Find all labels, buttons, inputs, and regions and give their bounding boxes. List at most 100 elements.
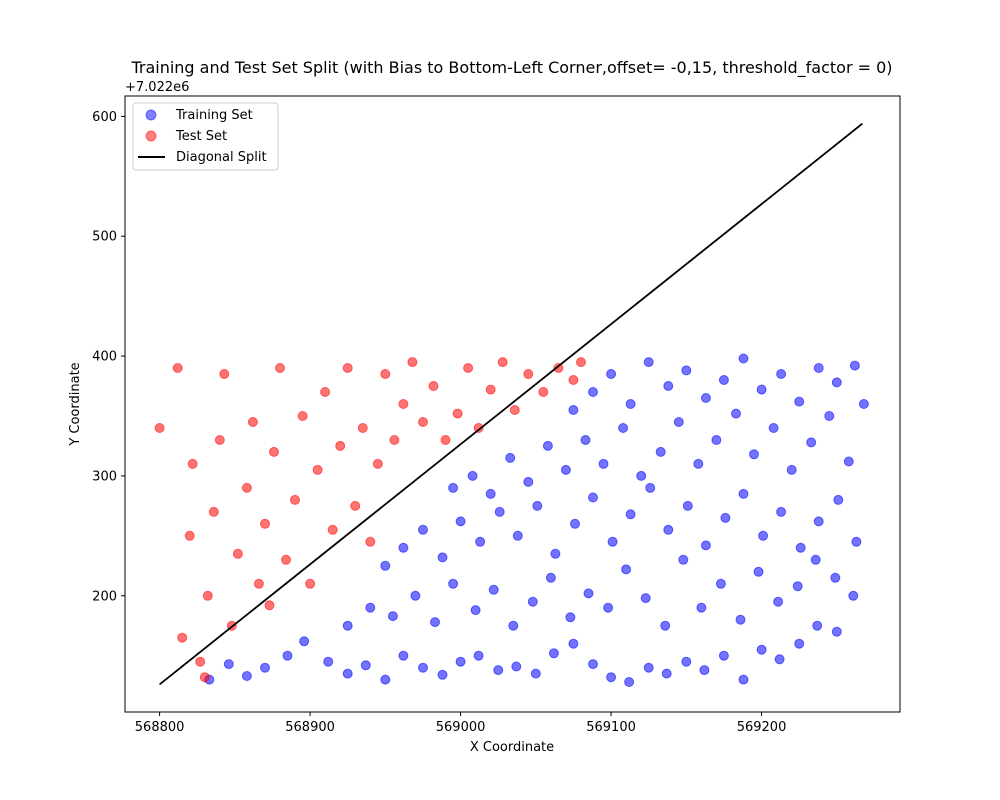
- training-point: [625, 509, 636, 520]
- training-point: [282, 650, 293, 661]
- training-point: [830, 572, 841, 583]
- training-point: [523, 476, 534, 487]
- training-point: [833, 494, 844, 505]
- training-point: [636, 470, 647, 481]
- training-point: [792, 581, 803, 592]
- training-point: [753, 566, 764, 577]
- training-point: [794, 396, 805, 407]
- training-point: [365, 602, 376, 613]
- x-tick-label: 568900: [285, 720, 335, 735]
- training-point: [527, 596, 538, 607]
- training-point: [550, 548, 561, 559]
- training-point: [776, 506, 787, 517]
- plot-area: [124, 95, 901, 713]
- y-axis-offset-text: +7.022e6: [125, 80, 189, 95]
- training-point: [342, 668, 353, 679]
- training-point: [241, 671, 252, 681]
- test-point: [232, 548, 243, 559]
- training-point: [568, 405, 579, 415]
- training-point: [618, 423, 629, 433]
- training-point: [831, 626, 842, 637]
- y-tick-label: 500: [92, 230, 117, 245]
- training-point: [812, 620, 823, 631]
- training-point: [583, 588, 594, 599]
- training-point: [542, 440, 553, 451]
- training-point: [776, 369, 787, 379]
- legend: Training Set Test Set Diagonal Split: [132, 102, 279, 171]
- training-point: [565, 612, 576, 623]
- test-point: [320, 387, 331, 397]
- training-point: [398, 542, 409, 553]
- training-point: [824, 411, 835, 421]
- training-point: [786, 464, 797, 475]
- training-point: [813, 363, 824, 373]
- training-point: [606, 672, 617, 683]
- training-point: [588, 492, 598, 503]
- plot-frame: [124, 95, 901, 713]
- training-point: [640, 593, 651, 604]
- test-point: [241, 482, 252, 493]
- training-point: [494, 506, 505, 517]
- training-point: [738, 488, 749, 499]
- legend-label-test: Test Set: [175, 129, 227, 144]
- training-point: [810, 554, 821, 565]
- training-point: [606, 369, 617, 379]
- test-point: [269, 446, 279, 457]
- training-point: [473, 650, 484, 661]
- training-point: [663, 524, 674, 535]
- test-point: [219, 369, 230, 379]
- test-point: [497, 357, 508, 368]
- test-point: [553, 363, 564, 373]
- test-point: [428, 381, 439, 391]
- training-point: [831, 377, 842, 388]
- training-point: [843, 456, 854, 467]
- x-axis: 568800 568900 569000 569100 569200: [135, 712, 786, 735]
- test-point: [264, 600, 275, 611]
- test-point: [297, 411, 308, 421]
- training-point: [849, 360, 860, 371]
- test-point: [485, 384, 496, 395]
- training-point: [718, 650, 729, 661]
- training-point: [511, 661, 522, 672]
- training-point: [448, 578, 459, 589]
- training-point: [711, 435, 722, 445]
- legend-marker-test: [145, 130, 157, 142]
- test-point: [184, 530, 195, 541]
- y-axis-label: Y Coordinate: [68, 362, 83, 446]
- training-point: [560, 464, 571, 475]
- test-point: [172, 363, 183, 373]
- training-point: [621, 564, 632, 575]
- training-point: [588, 387, 598, 397]
- training-point: [738, 674, 749, 685]
- diagonal-split-line: [159, 122, 863, 686]
- test-point: [407, 357, 418, 368]
- training-point: [756, 384, 767, 395]
- training-point: [548, 648, 559, 659]
- test-point: [418, 417, 428, 427]
- training-point: [795, 542, 806, 553]
- training-point: [738, 353, 749, 364]
- training-point: [380, 560, 391, 571]
- training-point: [625, 399, 636, 409]
- training-point: [673, 417, 684, 427]
- training-point: [545, 572, 556, 583]
- test-point: [538, 387, 549, 397]
- test-point: [154, 423, 165, 433]
- training-point: [794, 638, 805, 649]
- training-point: [430, 617, 440, 628]
- training-point: [387, 611, 398, 622]
- training-point: [475, 536, 486, 547]
- training-point: [360, 660, 371, 671]
- training-point: [848, 590, 859, 601]
- training-point: [758, 530, 769, 541]
- test-point: [327, 524, 338, 535]
- legend-frame: [132, 102, 279, 171]
- test-point: [247, 417, 258, 427]
- test-point: [281, 554, 291, 565]
- training-point: [530, 668, 541, 679]
- training-point: [773, 596, 784, 607]
- training-point: [568, 638, 579, 649]
- training-point: [455, 656, 466, 667]
- training-point: [398, 650, 409, 661]
